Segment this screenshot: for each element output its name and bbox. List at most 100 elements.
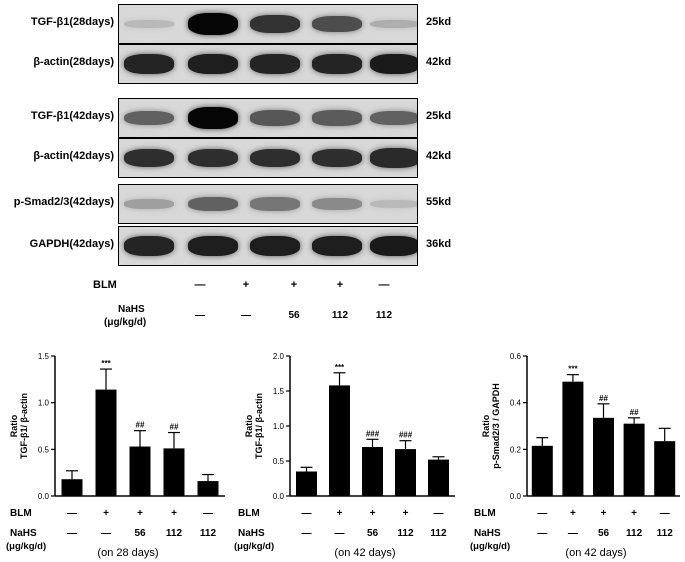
blm-sign: +	[601, 508, 607, 519]
y-tick-label: 1.5	[273, 387, 285, 396]
bar	[197, 481, 219, 496]
blm-row-label: BLM	[474, 508, 496, 519]
blot-band	[124, 110, 174, 126]
nahs-row-label: NaHS	[118, 304, 145, 315]
blm-sign: +	[631, 508, 637, 519]
blot-band	[250, 110, 300, 126]
nahs-row-label: NaHS	[10, 528, 37, 539]
blot-band	[312, 148, 362, 168]
blot-band	[370, 110, 417, 126]
blot-band	[370, 19, 417, 29]
blm-sign: +	[570, 508, 576, 519]
blm-sign: —	[203, 508, 213, 519]
blm-sign: +	[370, 508, 376, 519]
blot-band	[188, 148, 238, 168]
y-tick-label: 0.0	[510, 492, 522, 501]
bar	[362, 447, 383, 496]
blot-band	[370, 53, 417, 75]
blot-label: TGF-β1(42days)	[30, 110, 114, 122]
blot-band	[188, 107, 238, 129]
y-tick-label: 2.0	[273, 352, 285, 361]
blm-sign: —	[537, 508, 547, 519]
blot-band	[250, 14, 300, 34]
significance-label: ##	[599, 394, 608, 403]
significance-label: ##	[630, 408, 639, 417]
y-tick-label: 0.0	[273, 492, 285, 501]
nahs-dose: 112	[626, 528, 643, 539]
blm-sign: +	[103, 508, 109, 519]
blm-sign: —	[378, 279, 390, 291]
blot-band	[124, 236, 174, 256]
nahs-row-label: NaHS	[474, 528, 501, 539]
blot-band	[370, 148, 417, 168]
blm-sign: —	[434, 508, 444, 519]
blot-band	[124, 148, 174, 168]
blot-image	[118, 4, 418, 44]
nahs-row-label: NaHS	[238, 528, 265, 539]
molecular-weight-label: 25kd	[426, 110, 452, 122]
blm-sign: —	[660, 508, 670, 519]
bar	[61, 479, 83, 496]
bar	[95, 389, 117, 496]
blot-band	[188, 196, 238, 212]
nahs-dose: 112	[430, 528, 447, 539]
blot-band	[188, 235, 238, 257]
blot-band	[370, 235, 417, 257]
significance-label: ***	[568, 365, 578, 374]
nahs-dose: 112	[657, 528, 674, 539]
blot-band	[124, 199, 174, 209]
blm-sign: +	[337, 508, 343, 519]
bar	[296, 471, 317, 496]
blot-band	[312, 235, 362, 257]
blot-band	[370, 200, 417, 208]
y-tick-label: 0.0	[38, 492, 50, 501]
significance-label: ##	[136, 421, 145, 430]
blot-band	[188, 13, 238, 35]
y-axis-label: RatioTGF-β1/ β-actin	[244, 393, 264, 459]
blm-sign: +	[242, 279, 250, 291]
significance-label: ***	[101, 359, 111, 368]
y-axis-label: RatioTGF-β1/ β-actin	[9, 393, 29, 459]
nahs-dose: 112	[166, 528, 183, 539]
nahs-dose: 112	[397, 528, 414, 539]
blot-band	[188, 53, 238, 75]
bar	[562, 381, 584, 496]
molecular-weight-label: 42kd	[426, 56, 452, 68]
blot-label: GAPDH(42days)	[29, 238, 114, 250]
blm-sign: +	[171, 508, 177, 519]
blm-row-label: BLM	[238, 508, 260, 519]
blm-sign: +	[290, 279, 298, 291]
y-tick-label: 1.0	[38, 399, 50, 408]
bar	[654, 441, 676, 496]
blm-sign: —	[67, 508, 77, 519]
significance-label: ##	[170, 423, 179, 432]
blm-sign: +	[403, 508, 409, 519]
nahs-unit-label: (μg/kg/d)	[470, 541, 510, 552]
blot-band	[124, 54, 174, 74]
blot-label: p-Smad2/3(42days)	[13, 196, 114, 208]
molecular-weight-label: 25kd	[426, 16, 452, 28]
blot-band	[312, 110, 362, 126]
blm-sign: —	[194, 279, 206, 291]
bar	[163, 448, 185, 496]
nahs-dose: —	[568, 528, 578, 539]
blm-row-label: BLM	[93, 279, 117, 291]
y-tick-label: 0.5	[38, 445, 50, 454]
significance-label: ###	[399, 431, 413, 440]
significance-label: ###	[366, 429, 380, 438]
nahs-dose: —	[241, 310, 251, 321]
nahs-dose: —	[67, 528, 77, 539]
y-tick-label: 0.5	[273, 457, 285, 466]
nahs-dose: 112	[200, 528, 217, 539]
y-tick-label: 1.0	[273, 422, 285, 431]
nahs-dose: 56	[134, 528, 146, 539]
blot-image	[118, 184, 418, 224]
nahs-dose: 112	[375, 310, 393, 321]
y-tick-label: 0.4	[510, 399, 522, 408]
blot-image	[118, 138, 418, 178]
nahs-dose: 112	[331, 310, 349, 321]
y-axis-label: Ratiop-Smad2/3 / GAPDH	[481, 383, 501, 469]
blot-label: β-actin(28days)	[33, 56, 114, 68]
chart-caption: (on 42 days)	[334, 547, 395, 559]
bar	[395, 449, 416, 496]
